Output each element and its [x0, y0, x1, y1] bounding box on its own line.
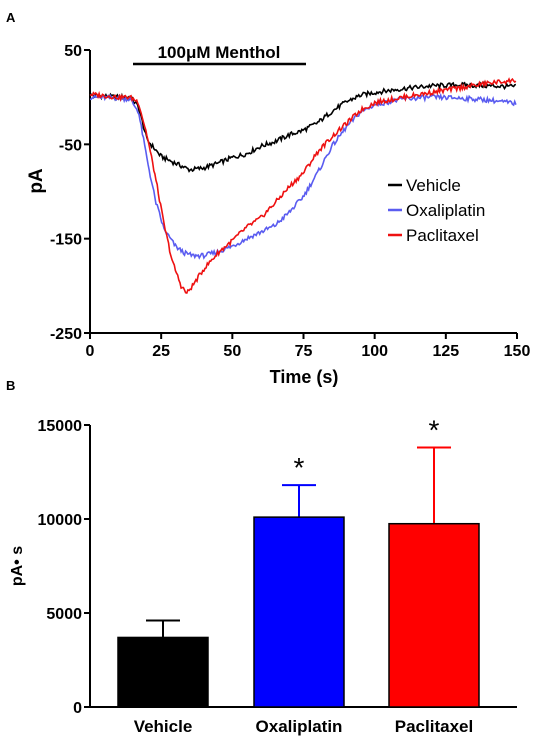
panel-b-label: B	[6, 378, 15, 393]
y-axis-label: pA	[26, 168, 47, 194]
category-label: Vehicle	[134, 717, 193, 736]
stimulus-label: 100μM Menthol	[158, 43, 281, 62]
series-line-paclitaxel	[89, 77, 517, 294]
x-tick-label: 125	[432, 343, 459, 360]
panel-a-label: A	[6, 10, 16, 25]
series-line-oxaliplatin	[89, 92, 517, 260]
bar-vehicle	[117, 636, 209, 708]
bar-paclitaxel	[388, 522, 480, 708]
x-axis-label: Time (s)	[270, 367, 339, 387]
y-tick-label: 5000	[46, 606, 82, 623]
x-tick-label: 0	[86, 343, 95, 360]
y-tick-label: 0	[73, 700, 82, 717]
y-tick-label: 50	[64, 43, 82, 60]
legend-label-oxaliplatin: Oxaliplatin	[406, 201, 485, 220]
y-tick-label: 15000	[38, 418, 83, 435]
legend-label-paclitaxel: Paclitaxel	[406, 226, 479, 245]
x-tick-label: 25	[152, 343, 170, 360]
y-tick-label: -250	[50, 326, 82, 343]
legend-label-vehicle: Vehicle	[406, 176, 461, 195]
y-axis-label: pA• s	[9, 546, 26, 586]
x-tick-label: 50	[223, 343, 241, 360]
x-tick-label: 75	[295, 343, 313, 360]
bar-oxaliplatin	[253, 516, 345, 708]
x-tick-label: 150	[504, 343, 531, 360]
significance-star: *	[429, 415, 440, 446]
y-tick-label: -50	[59, 137, 82, 154]
category-label: Paclitaxel	[395, 717, 473, 736]
x-tick-label: 100	[361, 343, 388, 360]
y-tick-label: -150	[50, 232, 82, 249]
category-label: Oxaliplatin	[256, 717, 343, 736]
series-line-vehicle	[89, 80, 517, 173]
significance-star: *	[294, 452, 305, 483]
panel-b-plot: 0 5000 10000 15000 pA• s Vehicle Oxaliplatin * P…	[9, 415, 517, 736]
y-tick-label: 10000	[38, 512, 83, 529]
